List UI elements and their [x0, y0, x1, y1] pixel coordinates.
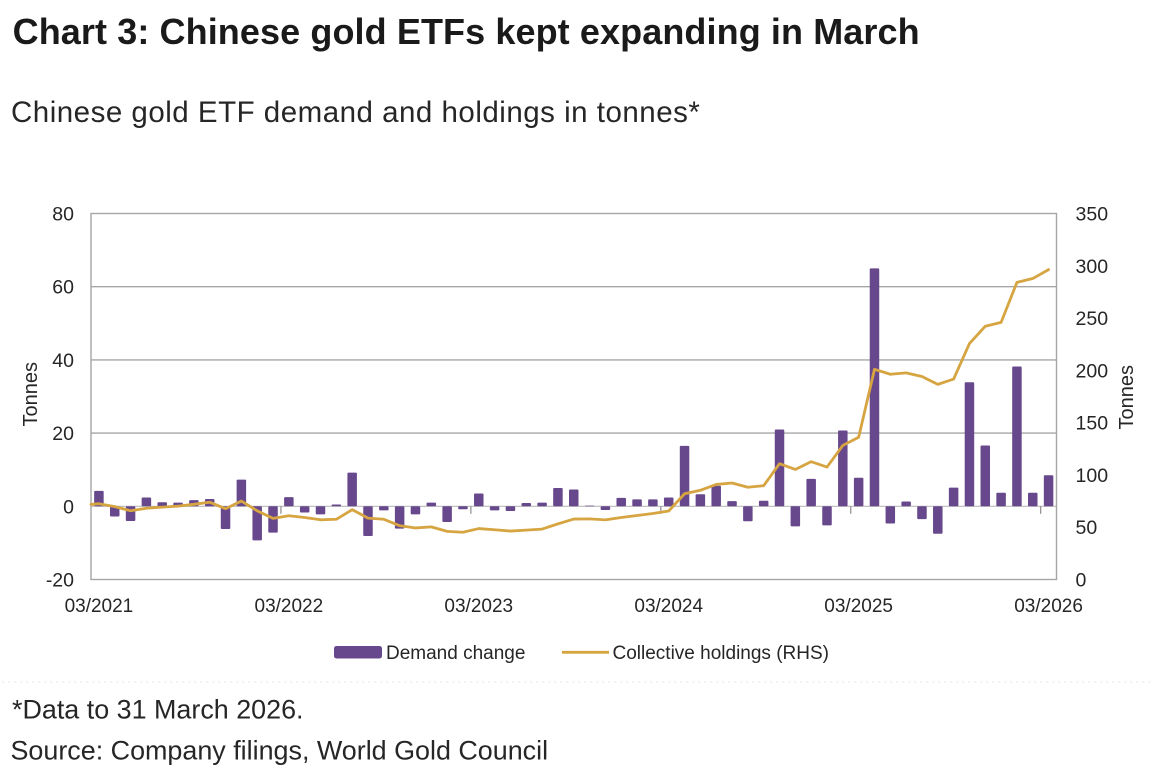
svg-text:250: 250	[1076, 308, 1109, 330]
svg-text:80: 80	[52, 204, 74, 226]
svg-text:Collective holdings (RHS): Collective holdings (RHS)	[613, 643, 829, 664]
svg-text:100: 100	[1076, 465, 1109, 487]
svg-text:Tonnes: Tonnes	[20, 362, 42, 427]
svg-text:03/2022: 03/2022	[255, 596, 324, 617]
svg-text:-20: -20	[46, 570, 74, 592]
svg-text:03/2025: 03/2025	[824, 596, 893, 617]
svg-text:Chart 3: Chinese gold ETFs kep: Chart 3: Chinese gold ETFs kept expandin…	[13, 11, 920, 52]
svg-text:350: 350	[1076, 204, 1109, 226]
svg-text:03/2023: 03/2023	[444, 596, 513, 617]
svg-text:150: 150	[1076, 413, 1109, 435]
svg-text:50: 50	[1076, 517, 1098, 539]
svg-text:03/2024: 03/2024	[634, 596, 703, 617]
svg-text:Source: Company filings, World: Source: Company filings, World Gold Coun…	[11, 736, 549, 766]
svg-text:300: 300	[1076, 256, 1109, 278]
svg-text:03/2021: 03/2021	[65, 596, 134, 617]
svg-text:40: 40	[52, 350, 74, 372]
svg-text:*Data to 31 March 2026.: *Data to 31 March 2026.	[12, 695, 304, 725]
svg-text:20: 20	[52, 423, 74, 445]
svg-text:Demand change: Demand change	[386, 643, 525, 664]
svg-text:0: 0	[1076, 570, 1087, 592]
svg-text:Chinese gold ETF demand and ho: Chinese gold ETF demand and holdings in …	[11, 96, 700, 129]
svg-text:0: 0	[63, 496, 74, 518]
svg-text:Tonnes: Tonnes	[1116, 365, 1138, 430]
svg-text:60: 60	[52, 277, 74, 299]
svg-text:03/2026: 03/2026	[1014, 596, 1083, 617]
svg-text:200: 200	[1076, 360, 1109, 382]
